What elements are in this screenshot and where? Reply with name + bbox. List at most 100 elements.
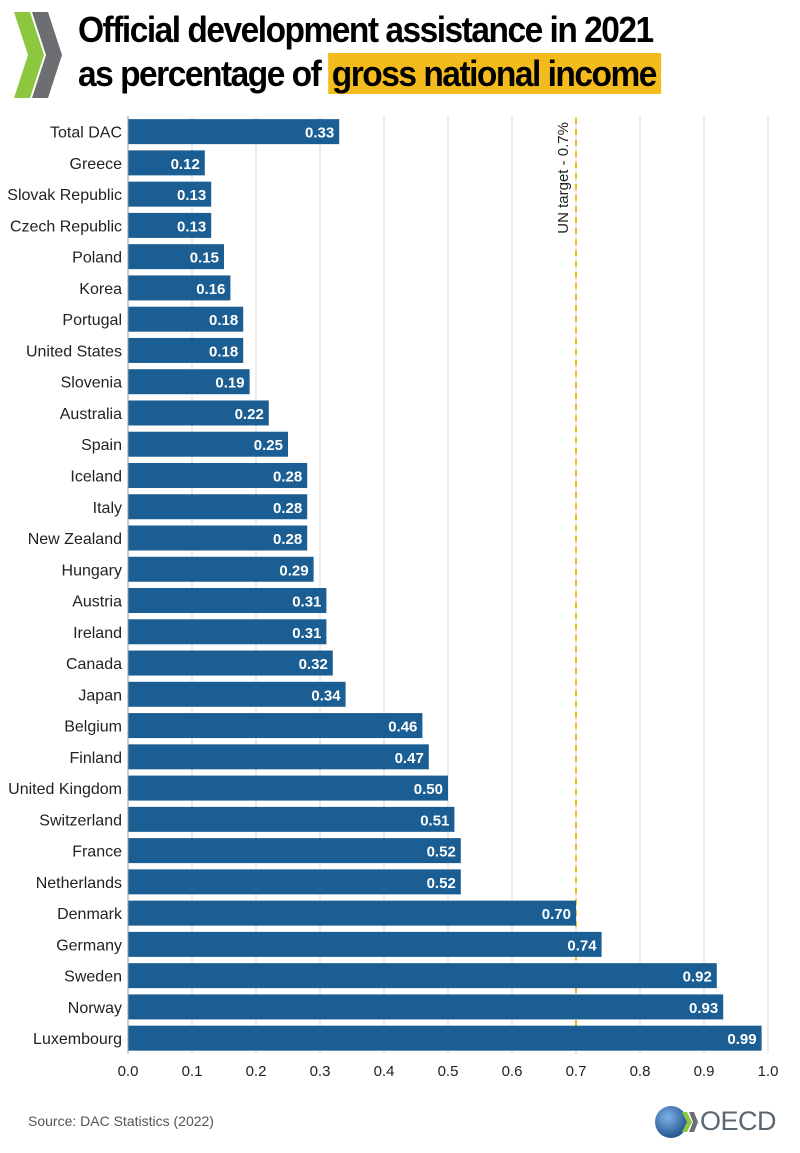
- value-label: 0.31: [292, 625, 321, 642]
- bar: [128, 181, 212, 207]
- category-label: Spain: [81, 437, 122, 454]
- category-label: France: [72, 844, 122, 861]
- value-label: 0.22: [235, 406, 264, 423]
- category-label: Slovenia: [61, 375, 122, 392]
- value-label: 0.31: [292, 594, 321, 611]
- bar: [128, 462, 308, 488]
- bar: [128, 150, 205, 176]
- value-label: 0.74: [567, 937, 597, 954]
- value-label: 0.32: [299, 656, 328, 673]
- category-label: Netherlands: [36, 875, 122, 892]
- chevron-logo-icon: [14, 12, 62, 98]
- bar: [128, 806, 455, 832]
- value-label: 0.19: [215, 375, 244, 392]
- x-tick-label: 1.0: [758, 1063, 779, 1080]
- value-label: 0.50: [414, 781, 443, 798]
- value-label: 0.52: [427, 844, 456, 861]
- value-label: 0.29: [279, 562, 308, 579]
- category-label: Slovak Republic: [7, 187, 122, 204]
- x-tick-label: 0.6: [502, 1063, 523, 1080]
- category-label: Total DAC: [50, 125, 122, 142]
- bar: [128, 494, 308, 520]
- value-label: 0.46: [388, 719, 417, 736]
- value-label: 0.51: [420, 812, 449, 829]
- x-tick-label: 0.0: [118, 1063, 139, 1080]
- bar-chart: 0.0 0.1 0.2 0.3 0.4 0.5 0.6 0.7 0.8 0.9 1.0 UN targ…: [7, 116, 779, 1080]
- bar: [128, 275, 231, 301]
- bar: [128, 337, 244, 363]
- value-label: 0.18: [209, 343, 238, 360]
- category-label: Portugal: [62, 312, 122, 329]
- bar: [128, 869, 461, 895]
- category-label: Belgium: [64, 719, 122, 736]
- bar: [128, 713, 423, 739]
- un-target-label: UN target - 0.7%: [555, 122, 572, 234]
- x-tick-label: 0.7: [566, 1063, 587, 1080]
- x-tick-label: 0.4: [374, 1063, 395, 1080]
- category-label: Czech Republic: [10, 218, 122, 235]
- value-label: 0.13: [177, 218, 206, 235]
- value-label: 0.70: [542, 906, 571, 923]
- value-label: 0.16: [196, 281, 225, 298]
- chart-title: Official development assistance in 2021 …: [78, 8, 662, 96]
- bar: [128, 556, 314, 582]
- category-label: Germany: [56, 937, 122, 954]
- header: Official development assistance in 2021 …: [0, 0, 800, 112]
- bar: [128, 369, 250, 395]
- category-label: Poland: [72, 250, 122, 267]
- category-label: Australia: [60, 406, 122, 423]
- bar: [128, 400, 269, 426]
- bar: [128, 994, 724, 1020]
- title-line-2-prefix: as percentage of: [78, 53, 329, 94]
- bar: [128, 525, 308, 551]
- value-label: 0.15: [190, 250, 219, 267]
- category-label: United States: [26, 343, 122, 360]
- bar: [128, 900, 576, 926]
- category-label: Austria: [72, 594, 122, 611]
- x-tick-label: 0.3: [310, 1063, 331, 1080]
- bar: [128, 963, 717, 989]
- category-label: Japan: [78, 687, 122, 704]
- value-label: 0.12: [171, 156, 200, 173]
- category-label: Denmark: [57, 906, 123, 923]
- value-label: 0.47: [395, 750, 424, 767]
- title-line-2: as percentage of gross national income: [78, 52, 662, 96]
- oecd-globe-icon: [655, 1106, 698, 1138]
- value-label: 0.28: [273, 531, 302, 548]
- category-label: Luxembourg: [33, 1031, 122, 1048]
- bar: [128, 588, 327, 614]
- value-label: 0.28: [273, 500, 302, 517]
- category-label: Greece: [70, 156, 123, 173]
- value-label: 0.34: [311, 687, 341, 704]
- bar: [128, 838, 461, 864]
- category-label: New Zealand: [28, 531, 122, 548]
- x-tick-label: 0.5: [438, 1063, 459, 1080]
- value-label: 0.93: [689, 1000, 718, 1017]
- bar: [128, 212, 212, 238]
- category-label: Canada: [66, 656, 122, 673]
- oecd-brand: OECD: [654, 1104, 784, 1140]
- category-label: Iceland: [70, 468, 122, 485]
- bar: [128, 681, 346, 707]
- value-label: 0.18: [209, 312, 238, 329]
- category-label: Finland: [70, 750, 122, 767]
- category-label: United Kingdom: [8, 781, 122, 798]
- value-label: 0.52: [427, 875, 456, 892]
- source-note: Source: DAC Statistics (2022): [28, 1113, 214, 1129]
- category-label: Norway: [68, 1000, 122, 1017]
- bar: [128, 931, 602, 957]
- x-tick-label: 0.1: [182, 1063, 203, 1080]
- category-label: Italy: [93, 500, 122, 517]
- category-label: Hungary: [62, 562, 122, 579]
- bar: [128, 119, 340, 145]
- value-label: 0.25: [254, 437, 283, 454]
- value-label: 0.92: [683, 969, 712, 986]
- value-label: 0.99: [727, 1031, 756, 1048]
- category-label: Korea: [79, 281, 122, 298]
- bar: [128, 619, 327, 645]
- value-label: 0.13: [177, 187, 206, 204]
- bar: [128, 244, 224, 270]
- category-label: Sweden: [64, 969, 122, 986]
- category-label: Switzerland: [39, 812, 122, 829]
- title-highlight: gross national income: [328, 53, 662, 94]
